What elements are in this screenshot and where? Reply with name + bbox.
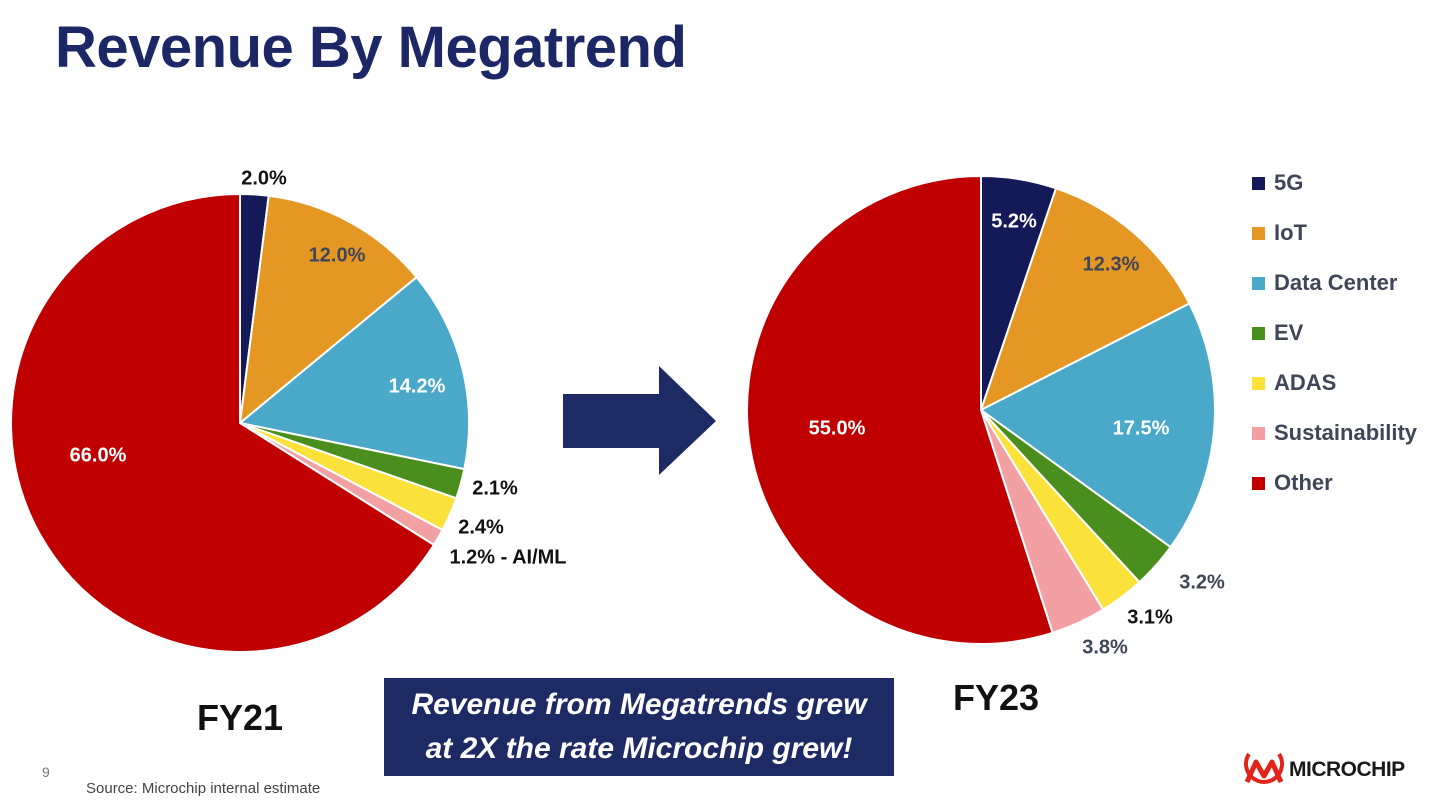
slide-title: Revenue By Megatrend [55,15,687,80]
legend-swatch [1252,276,1265,290]
legend-label: Data Center [1274,270,1398,295]
callout-box: Revenue from Megatrends grew at 2X the r… [384,678,894,776]
pie-slice [746,175,1054,645]
slice-data-label: 66.0% [70,444,127,466]
slice-data-label: 3.1% [1127,606,1173,628]
legend-swatch [1252,326,1265,340]
slice-data-label: 14.2% [389,375,446,397]
pie-slice [239,194,418,424]
microchip-logo-icon [1244,752,1284,784]
slice-data-label: 12.3% [1083,253,1140,275]
legend-swatch [1252,226,1265,240]
brand-logo: MICROCHIP [1243,752,1405,788]
chart-title: FY23 [953,677,1039,718]
legend-item: ADAS [1252,358,1417,408]
legend-swatch [1252,376,1265,390]
slice-data-label: 2.0% [241,167,287,189]
brand-wordmark: MICROCHIP [1289,758,1405,781]
legend-label: ADAS [1274,370,1337,395]
callout-line-2: at 2X the rate Microchip grew! [425,732,853,765]
legend-label: IoT [1274,220,1307,245]
legend-item: Other [1252,458,1417,508]
pie-slice [980,187,1191,411]
slice-data-label: 3.8% [1082,636,1128,658]
slice-data-label: 3.2% [1179,571,1225,593]
legend-item: Data Center [1252,258,1417,308]
pie-slice [10,193,435,653]
pie-slice [980,302,1216,549]
slice-data-label: 2.1% [472,477,518,499]
slice-data-label: 5.2% [991,210,1037,232]
right-arrow-icon [563,366,716,475]
slice-data-label: 2.4% [458,516,504,538]
source-note: Source: Microchip internal estimate [86,780,321,797]
slice-data-label: 1.2% - AI/ML [449,546,566,568]
legend-swatch [1252,476,1265,490]
legend-swatch [1252,426,1265,440]
page-number: 9 [42,764,50,780]
legend-label: 5G [1274,170,1304,195]
legend-label: EV [1274,320,1304,345]
slice-data-label: 17.5% [1113,417,1170,439]
slice-data-label: 12.0% [309,244,366,266]
legend-label: Sustainability [1274,420,1418,445]
legend-item: EV [1252,308,1417,358]
legend-label: Other [1274,470,1333,495]
legend-item: 5G [1252,158,1417,208]
legend-item: Sustainability [1252,408,1417,458]
legend: 5G IoT Data Center EV ADAS Sustainability Othe… [1252,158,1417,508]
callout-line-1: Revenue from Megatrends grew [411,688,867,721]
pie-slice [239,276,470,471]
chart-title: FY21 [197,697,283,738]
legend-swatch [1252,176,1265,190]
slice-data-label: 55.0% [809,417,866,439]
legend-item: IoT [1252,208,1417,258]
